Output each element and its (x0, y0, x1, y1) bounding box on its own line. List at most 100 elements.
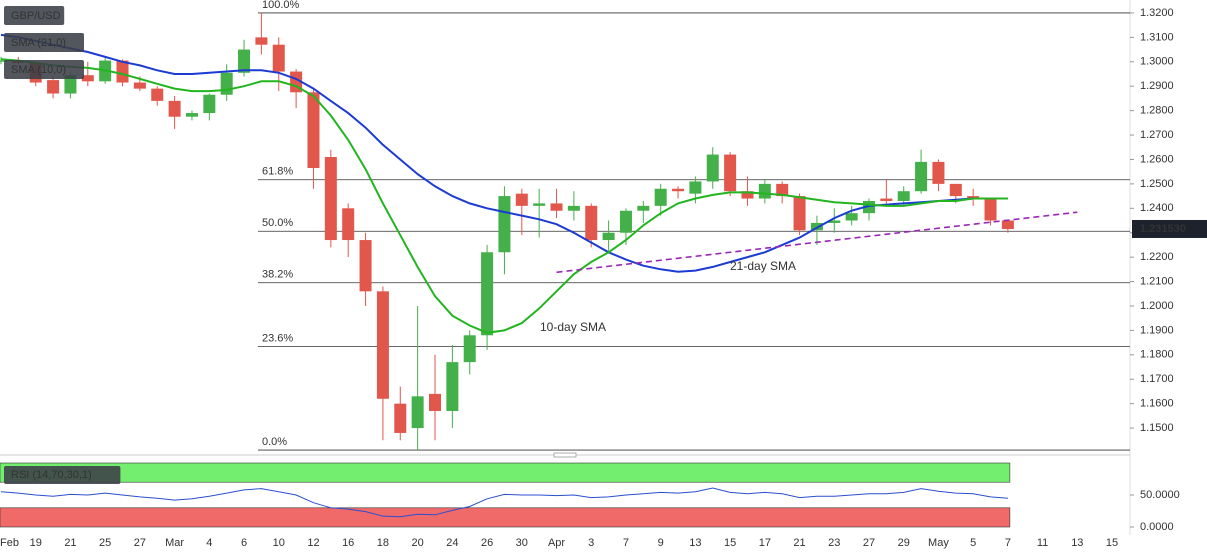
x-tick-label: 13 (1071, 537, 1083, 549)
x-tick-label: 29 (898, 537, 910, 549)
candle-body (342, 208, 355, 241)
candle-body (915, 161, 928, 192)
candle-body (47, 80, 60, 94)
y-tick-label: 1.1500 (1140, 422, 1174, 434)
x-tick-label: 7 (1005, 537, 1011, 549)
y-tick-label: 1.3000 (1140, 56, 1174, 68)
candle-body (758, 183, 771, 199)
x-tick-label: 21 (64, 537, 76, 549)
y-tick-label: 1.2800 (1140, 105, 1174, 117)
candle-body (793, 196, 806, 231)
candle-body (498, 196, 511, 253)
candle-body (776, 183, 789, 197)
candle-body (689, 181, 702, 194)
legend-label: GBP/USD (11, 10, 61, 22)
last-price-box (1132, 219, 1207, 238)
candle-body (0, 60, 7, 62)
candle-body (949, 183, 962, 197)
candle-body (429, 393, 441, 411)
last-price-label: 1.231530 (1140, 223, 1186, 235)
candle-body (238, 49, 251, 73)
y-tick-label: 1.3200 (1140, 7, 1174, 19)
x-tick-label: 24 (446, 537, 458, 549)
x-tick-label: 26 (481, 537, 493, 549)
fib-label: 0.0% (262, 436, 287, 448)
x-tick-label: 19 (30, 537, 42, 549)
x-tick-label: 20 (412, 537, 424, 549)
candle-body (64, 75, 77, 94)
trendline (556, 211, 1078, 274)
rsi-y-tick-label: 50.0000 (1140, 489, 1180, 501)
candle-body (133, 82, 146, 89)
x-tick-label: 27 (134, 537, 146, 549)
candle-body (1001, 220, 1014, 230)
legend-label: SMA (10,0) (11, 64, 66, 76)
candle-body (810, 222, 823, 231)
rsi-y-tick-label: 0.0000 (1140, 521, 1174, 533)
y-tick-label: 1.2900 (1140, 80, 1174, 92)
x-tick-label: 30 (516, 537, 528, 549)
candle-body (724, 154, 737, 192)
x-tick-label: 5 (970, 537, 976, 549)
legend-box (4, 6, 65, 25)
candle-body (185, 113, 198, 117)
candle-body (550, 203, 563, 211)
y-tick-label: 1.1900 (1140, 324, 1174, 336)
resize-handle[interactable] (553, 452, 577, 458)
candle-body (324, 157, 337, 241)
y-tick-label: 1.1600 (1140, 398, 1174, 410)
candle-body (880, 198, 893, 201)
candle-body (741, 191, 754, 199)
sma-line (0, 33, 1008, 273)
x-tick-label: 18 (377, 537, 389, 549)
candle-body (654, 188, 667, 206)
x-tick-label: 27 (863, 537, 875, 549)
candle-body (463, 335, 476, 363)
candle-body (984, 198, 997, 221)
rsi-line (0, 487, 1008, 518)
candle-body (602, 232, 615, 241)
candle-body (967, 196, 980, 199)
y-tick-label: 1.1700 (1140, 373, 1174, 385)
x-tick-label: 15 (1106, 537, 1118, 549)
y-tick-label: 1.1800 (1140, 349, 1174, 361)
rsi-legend-label: RSI (14,70,30,1) (11, 469, 92, 481)
rsi-upper-band (0, 462, 1011, 483)
y-tick-label: 1.3100 (1140, 31, 1174, 43)
y-tick-label: 1.2600 (1140, 153, 1174, 165)
y-tick-label: 1.2000 (1140, 300, 1174, 312)
rsi-legend-box (4, 466, 121, 484)
candle-body (203, 94, 216, 114)
candle-body (394, 403, 407, 433)
legend-box (4, 33, 84, 52)
x-tick-label: 13 (689, 537, 701, 549)
candle-body (932, 161, 945, 184)
x-tick-label: Apr (548, 537, 565, 549)
candle-body (533, 203, 546, 206)
candle-body (255, 37, 268, 45)
fib-label: 50.0% (262, 217, 293, 229)
candle-body (619, 210, 632, 233)
candle-body (637, 205, 650, 211)
candle-body (515, 193, 528, 206)
fib-label: 38.2% (262, 269, 293, 281)
x-tick-label: 3 (588, 537, 594, 549)
candle-body (897, 191, 910, 201)
x-tick-label: 17 (759, 537, 771, 549)
candle-body (220, 72, 233, 95)
candle-body (706, 154, 719, 182)
candle-body (411, 396, 424, 429)
candle-body (828, 220, 841, 223)
y-tick-label: 1.2400 (1140, 202, 1174, 214)
x-tick-label: 10 (273, 537, 285, 549)
x-tick-label: Feb (0, 537, 19, 549)
x-tick-label: 12 (307, 537, 319, 549)
x-tick-label: 7 (623, 537, 629, 549)
rsi-lower-band (0, 507, 1011, 528)
x-tick-label: 16 (342, 537, 354, 549)
x-tick-label: Mar (165, 537, 184, 549)
candle-body (168, 100, 181, 117)
y-tick-label: 1.2700 (1140, 129, 1174, 141)
fib-label: 61.8% (262, 166, 293, 178)
sma-annotation: 21-day SMA (730, 259, 796, 273)
